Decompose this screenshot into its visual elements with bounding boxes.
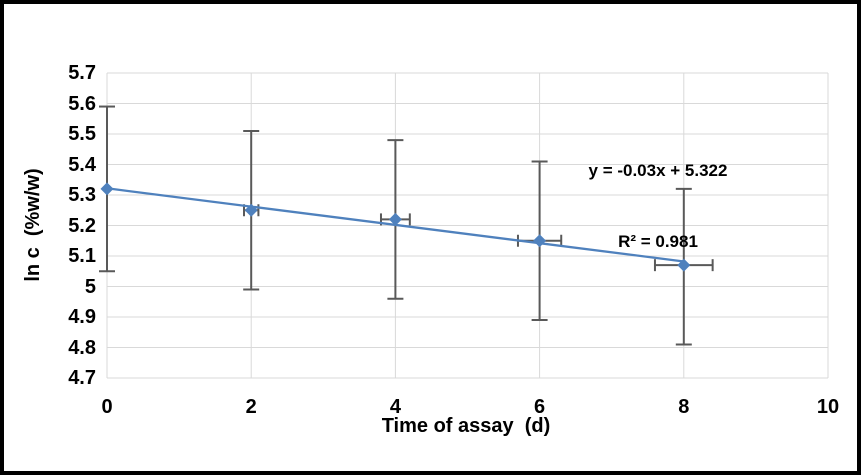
x-tick-label: 0	[101, 396, 113, 418]
y-tick-label: 4.7	[68, 367, 96, 389]
trendline-equation-label: y = -0.03x + 5.322	[588, 161, 728, 180]
r-squared-label: R² = 0.981	[618, 231, 698, 251]
data-point-marker	[677, 258, 691, 272]
y-tick-label: 5.1	[68, 245, 96, 267]
x-tick-label: 4	[389, 396, 401, 418]
y-tick-label: 5.4	[68, 153, 96, 176]
plot-area	[99, 72, 829, 379]
y-axis-title: ln c (%w/w)	[22, 168, 44, 282]
data-point-marker	[244, 203, 258, 217]
x-tick-label: 6	[534, 396, 546, 418]
y-tick-label: 5.7	[68, 62, 96, 84]
y-tick-label: 5.5	[68, 123, 96, 145]
y-tick-label: 4.9	[68, 306, 96, 328]
y-tick-label: 5.2	[68, 214, 96, 237]
x-axis-title: Time of assay (d)	[381, 415, 551, 437]
trendline-annotation: y = -0.03x + 5.322 R² = 0.981	[508, 112, 808, 300]
x-tick-label: 10	[816, 396, 840, 418]
y-tick-label: 5.3	[68, 184, 96, 206]
data-point-marker	[100, 182, 114, 196]
y-tick-label: 5	[84, 275, 96, 298]
data-point-marker	[533, 234, 547, 248]
data-point-marker	[388, 212, 402, 226]
y-tick-label: 5.6	[68, 92, 96, 115]
y-tick-label: 4.8	[68, 336, 96, 359]
x-tick-label: 8	[678, 396, 690, 418]
data-point-markers	[100, 182, 691, 272]
x-tick-label: 2	[245, 396, 257, 418]
